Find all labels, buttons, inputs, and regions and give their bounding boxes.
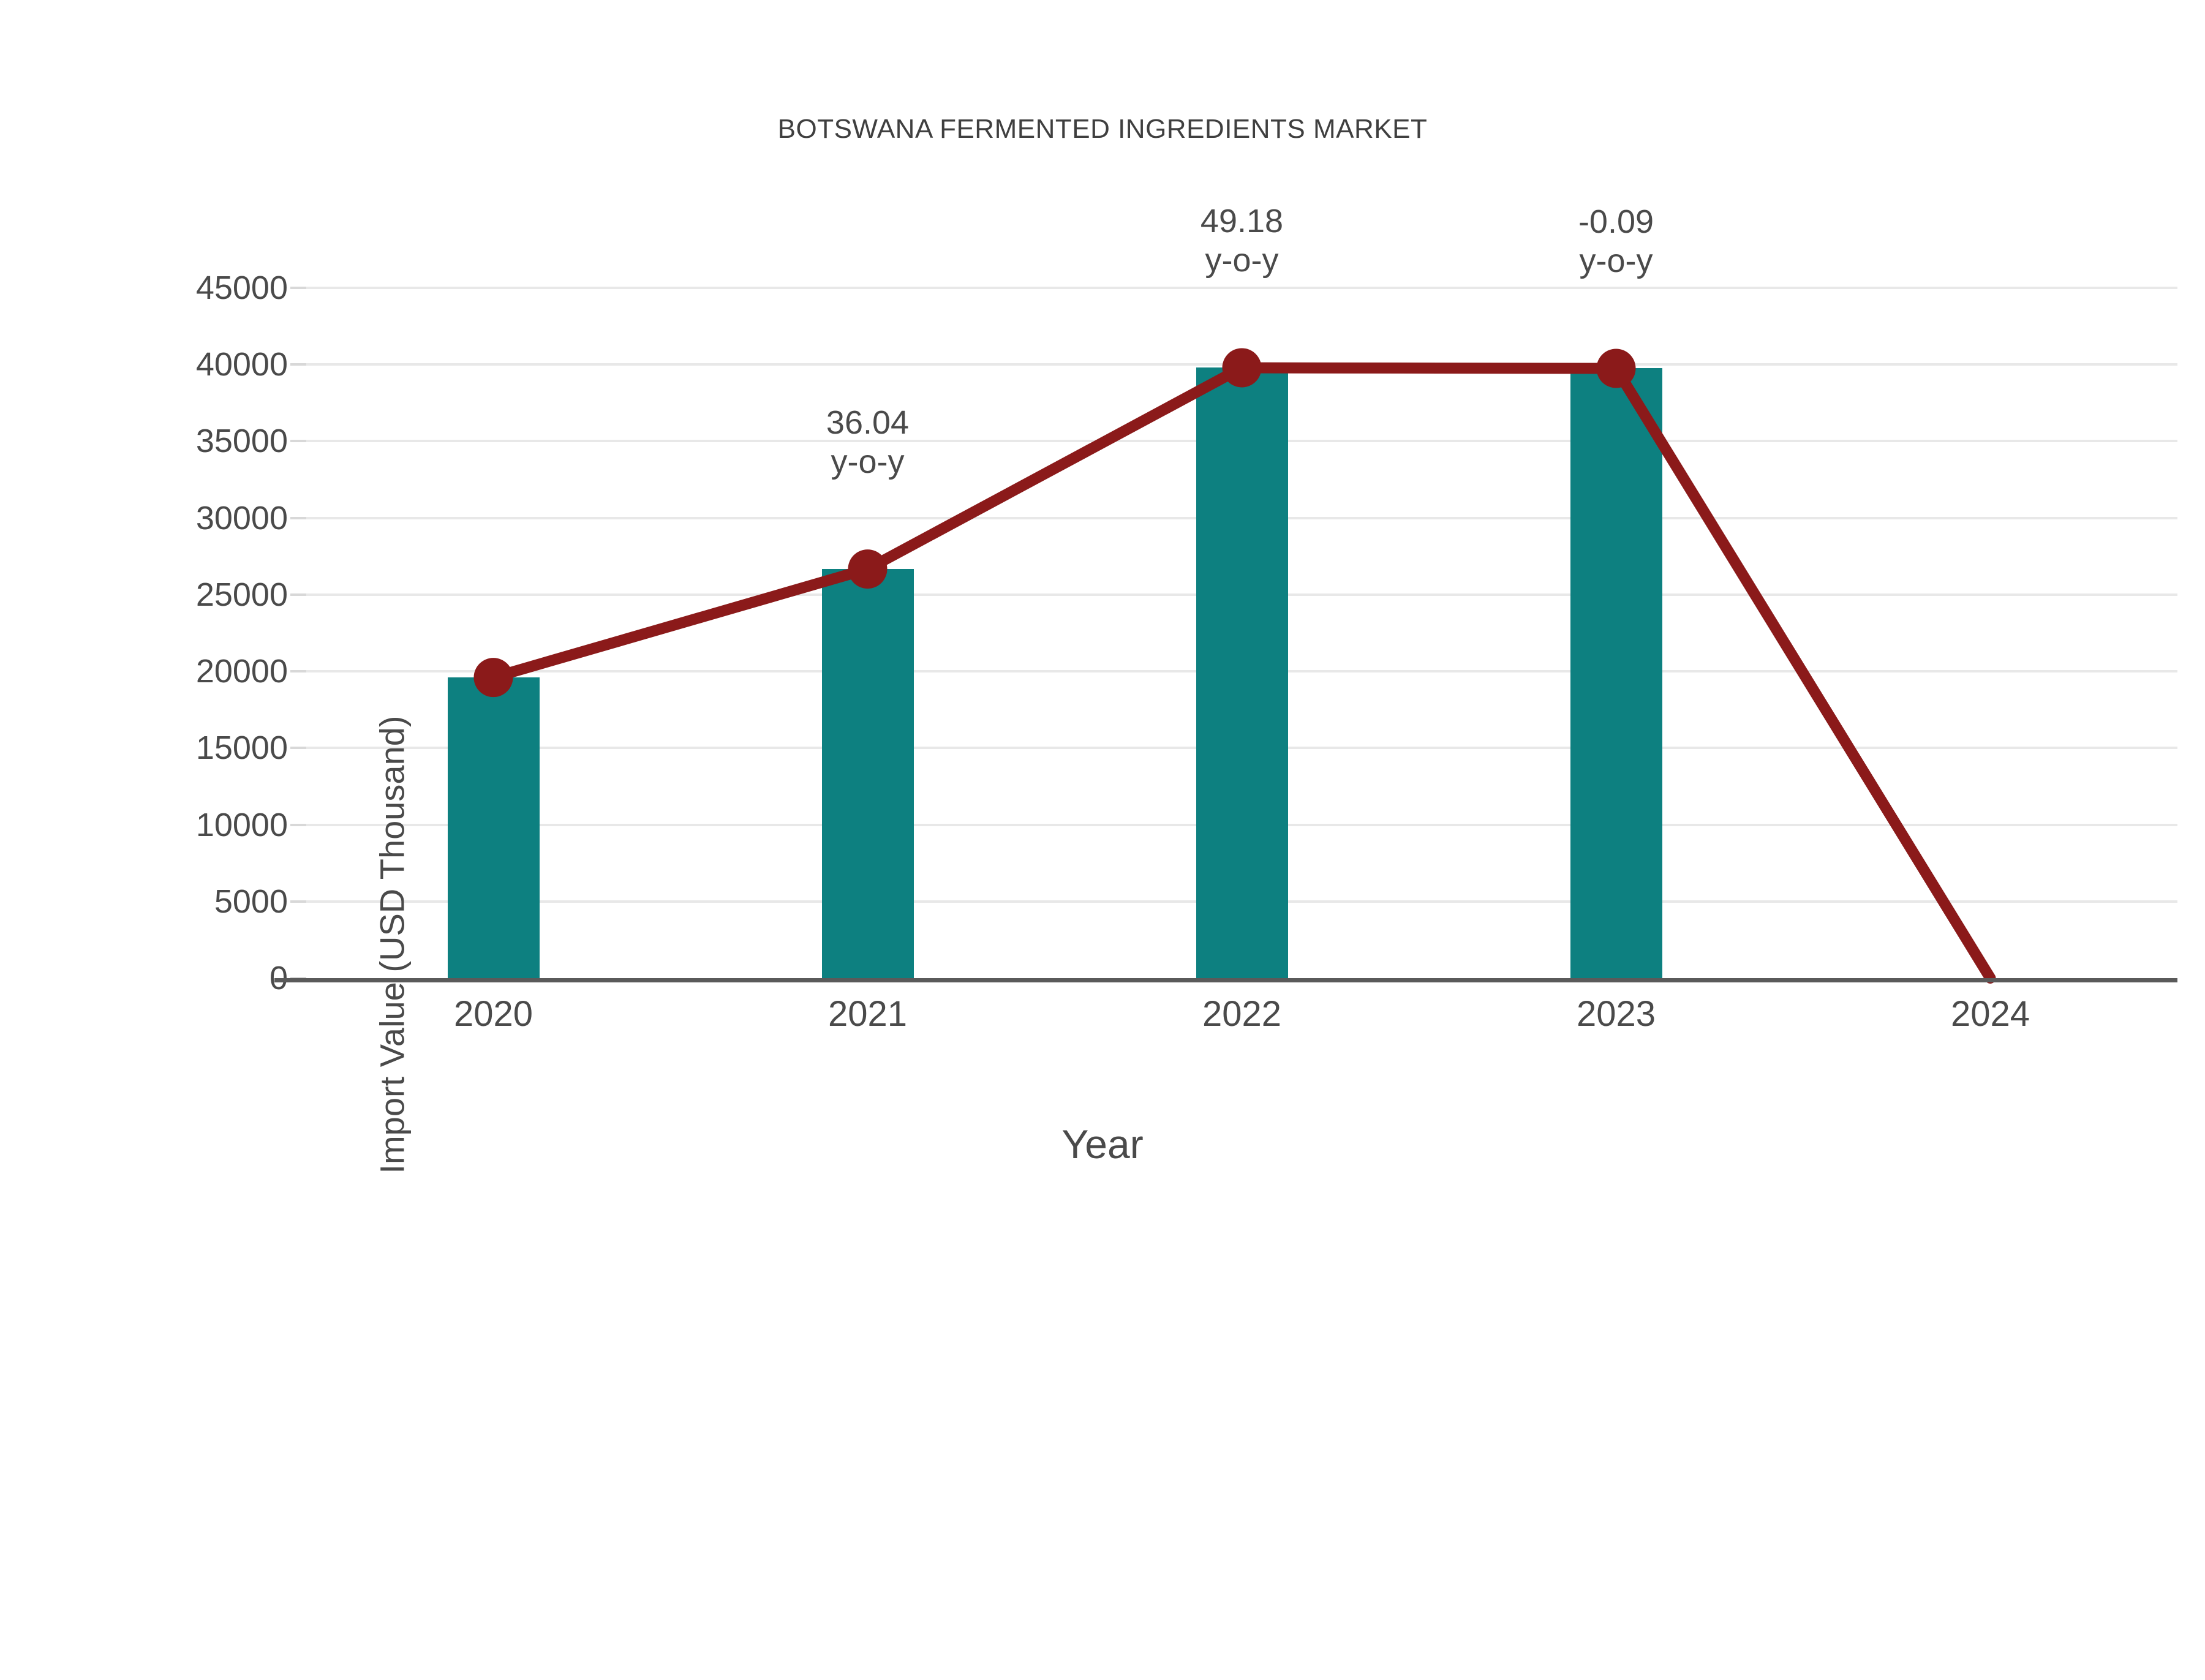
x-axis-title: Year: [1061, 1121, 1144, 1167]
chart-title: BOTSWANA FERMENTED INGREDIENTS MARKET: [777, 114, 1428, 144]
gridline: [306, 287, 2177, 289]
yoy-annotation-suffix: y-o-y: [1579, 243, 1653, 280]
x-tick-label: 2023: [1576, 994, 1656, 1034]
x-axis-line: [274, 978, 2177, 982]
bar: [447, 677, 540, 978]
y-tick-label: 0: [43, 959, 288, 997]
y-tick-mark: [290, 670, 306, 673]
yoy-annotation: 49.18 y-o-y: [1200, 202, 1283, 280]
y-tick-label: 5000: [214, 883, 288, 920]
y-tick-mark: [290, 593, 306, 596]
gridline: [306, 363, 2177, 366]
y-tick-label: 45000: [195, 269, 288, 306]
y-tick-label: 15000: [195, 729, 288, 767]
y-tick-label: 25000: [195, 576, 288, 613]
y-tick-mark: [290, 287, 306, 289]
x-tick-label: 2024: [1950, 994, 2030, 1034]
y-tick-label: 40000: [195, 346, 288, 383]
yoy-annotation: 36.04 y-o-y: [826, 404, 909, 481]
y-tick-mark: [290, 440, 306, 443]
yoy-annotation-value: 36.04: [826, 404, 910, 442]
bar: [1196, 367, 1288, 978]
y-tick-mark: [290, 900, 306, 903]
bar: [1570, 368, 1662, 978]
x-tick-label: 2022: [1202, 994, 1282, 1034]
plot-area: 0500010000150002000025000300003500040000…: [196, 203, 2177, 1174]
yoy-annotation-value: 49.18: [1200, 203, 1284, 240]
yoy-annotation-suffix: y-o-y: [1205, 242, 1279, 279]
chart-figure: BOTSWANA FERMENTED INGREDIENTS MARKET 05…: [195, 114, 2177, 1174]
yoy-annotation: -0.09 y-o-y: [1578, 203, 1654, 281]
y-tick-mark: [290, 823, 306, 826]
x-tick-label: 2021: [827, 994, 908, 1034]
y-tick-label: 10000: [195, 806, 288, 843]
x-tick-label: 2020: [453, 994, 533, 1034]
y-tick-label: 20000: [195, 653, 288, 690]
y-tick-mark: [290, 516, 306, 519]
y-tick-label: 30000: [195, 499, 288, 537]
yoy-annotation-suffix: y-o-y: [831, 443, 905, 480]
y-tick-mark: [290, 747, 306, 750]
trend-markers-group: [473, 348, 1636, 698]
yoy-annotation-value: -0.09: [1578, 203, 1654, 241]
y-tick-label: 35000: [195, 423, 288, 460]
y-axis-title: Import Value (USD Thousand): [372, 715, 412, 1174]
y-tick-mark: [290, 363, 306, 366]
bar: [821, 569, 914, 978]
